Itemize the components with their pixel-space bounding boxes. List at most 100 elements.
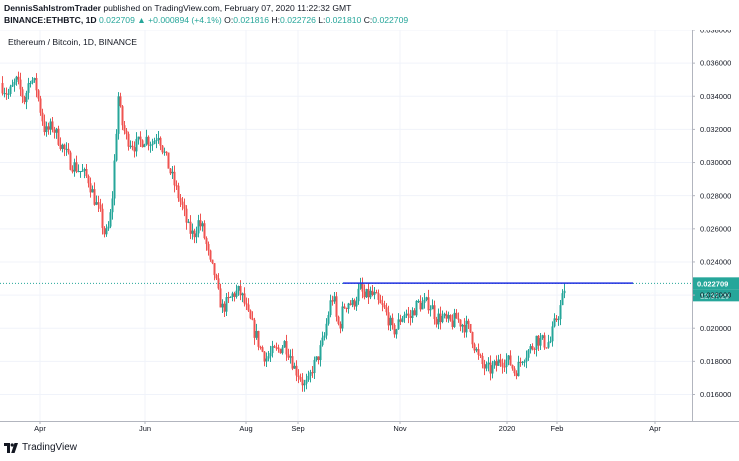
candle-body (89, 183, 92, 193)
candle (291, 348, 294, 371)
candle-body (255, 330, 258, 338)
candle (169, 167, 172, 176)
candle-body (557, 319, 560, 321)
candle-body (329, 300, 332, 316)
candle (495, 355, 498, 372)
candle (391, 313, 394, 330)
candle (557, 316, 560, 326)
candle-body (165, 151, 168, 153)
y-tick-label: 0.026000 (700, 224, 731, 233)
candle-body (321, 337, 324, 346)
candle-body (47, 126, 50, 130)
candle (21, 86, 24, 104)
candle (233, 291, 236, 302)
candle-body (229, 296, 232, 298)
candle-body (367, 289, 370, 298)
tradingview-logo-icon[interactable] (4, 442, 18, 453)
candle-body (129, 145, 132, 147)
candle-body (425, 297, 428, 300)
candle (541, 334, 544, 340)
candle-body (481, 355, 484, 364)
candle-body (183, 204, 186, 209)
candle-body (221, 303, 224, 308)
candle-body (35, 78, 38, 91)
y-tick-label: 0.030000 (700, 158, 731, 167)
candle-body (403, 314, 406, 319)
candle (141, 139, 144, 148)
candle-body (555, 318, 558, 320)
candle (553, 313, 556, 328)
candle (491, 360, 494, 379)
candle (109, 209, 112, 229)
candle-body (471, 332, 474, 345)
candle-body (209, 250, 212, 260)
candle (377, 289, 380, 305)
candle (179, 193, 182, 208)
candle (195, 226, 198, 244)
candle-body (117, 96, 120, 134)
candle (297, 369, 300, 384)
candle (221, 299, 224, 314)
candle (123, 121, 126, 135)
candle-body (453, 312, 456, 327)
candle-body (5, 93, 8, 95)
candle-body (459, 319, 462, 327)
candle-body (533, 348, 536, 350)
candle-body (93, 189, 96, 205)
candle-body (153, 140, 156, 144)
candle (423, 293, 426, 309)
candle (163, 147, 166, 156)
candle-body (71, 169, 74, 172)
candle (337, 315, 340, 326)
candle (35, 73, 38, 98)
candle (1, 76, 4, 96)
author-name[interactable]: DennisSahlstromTrader (4, 3, 101, 13)
candle (29, 80, 32, 88)
candle (459, 319, 462, 332)
candle (7, 88, 10, 100)
candle (439, 306, 442, 330)
candle-body (291, 356, 294, 369)
candle (153, 137, 156, 145)
candle-body (333, 296, 336, 302)
candle-body (397, 319, 400, 330)
candle (27, 77, 30, 100)
candle (161, 145, 164, 155)
x-tick-label: Apr (649, 424, 661, 433)
candle (15, 75, 18, 86)
candle-body (163, 151, 166, 153)
candle (223, 301, 226, 318)
candle (457, 312, 460, 323)
candle (139, 131, 142, 148)
candle (281, 344, 284, 355)
candle-body (197, 220, 200, 234)
candle (107, 221, 110, 231)
candle (129, 140, 132, 149)
candle (305, 373, 308, 390)
candle-body (477, 349, 480, 355)
candle (301, 373, 304, 392)
candle-body (41, 112, 44, 122)
chart-header: DennisSahlstromTrader published on Tradi… (4, 2, 408, 26)
tradingview-brand[interactable]: TradingView (22, 442, 78, 453)
candle (53, 126, 56, 139)
candle (277, 344, 280, 353)
candle-body (485, 364, 488, 369)
candle (103, 226, 106, 238)
candle-body (525, 357, 528, 362)
candle (193, 228, 196, 244)
candle-body (199, 220, 202, 227)
candle (51, 117, 54, 133)
candle-body (273, 346, 276, 348)
candle (133, 141, 136, 158)
candle (387, 305, 390, 331)
candle (71, 165, 74, 174)
up-arrow-icon: ▲ (137, 15, 146, 25)
x-tick-label: Nov (393, 424, 407, 433)
candle-body (195, 233, 198, 238)
candle-body (219, 288, 222, 308)
candle-body (359, 282, 362, 289)
candle-body (473, 344, 476, 351)
candle (555, 315, 558, 323)
